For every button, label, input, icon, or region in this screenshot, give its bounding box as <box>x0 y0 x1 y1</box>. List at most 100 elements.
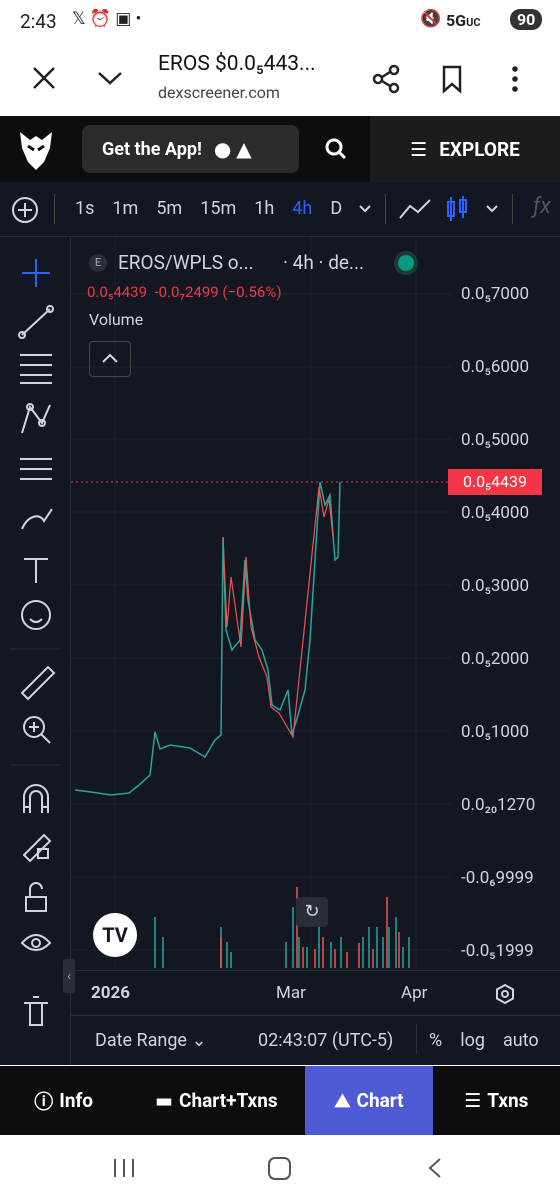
price-tick-label: 0.0₂₀1270 <box>461 795 536 815</box>
lock-tool[interactable] <box>25 882 47 912</box>
symbol[interactable]: EROS/WPLS o... <box>118 251 254 274</box>
time-axis: 2026 Mar Apr <box>71 970 560 1015</box>
price-tick-label: 0.0₅6000 <box>461 357 530 377</box>
share-button[interactable] <box>372 64 402 94</box>
network-sub: UC <box>466 16 481 29</box>
get-app-button[interactable]: Get the App! ● ▲ <box>82 125 299 173</box>
market-status <box>398 255 414 271</box>
line-style[interactable] <box>398 196 432 222</box>
interval-info: · 4h · de... <box>283 251 365 274</box>
crosshair-tool[interactable] <box>22 259 50 287</box>
pattern-tool[interactable] <box>21 403 51 434</box>
fib-tool[interactable] <box>20 354 52 384</box>
search-button[interactable] <box>325 138 347 160</box>
price-tick-label: 0.0₅5000 <box>461 430 530 450</box>
collapse-legend[interactable] <box>89 341 131 377</box>
text-tool[interactable] <box>24 558 48 583</box>
reset-button[interactable]: ↻ <box>296 897 328 927</box>
interval[interactable]: 5m <box>156 198 183 219</box>
visibility-tool[interactable] <box>20 934 52 951</box>
interval[interactable]: 1m <box>112 198 139 219</box>
ohlc: 0.0₅4439 -0.0₇2499 (−0.56%) <box>87 283 282 301</box>
chart-footer: Date Range ⌄ 02:43:07 (UTC-5) % log auto <box>71 1015 560 1066</box>
network-type: 5G <box>446 11 467 30</box>
volume-label: Volume <box>89 310 144 329</box>
hamburger: ☰ <box>410 137 428 161</box>
menu-button[interactable] <box>508 64 522 94</box>
home[interactable] <box>268 1157 291 1180</box>
tab[interactable]: ⓘ Info <box>0 1066 127 1135</box>
collapse-tools[interactable]: ‹ <box>63 959 75 993</box>
tab-bar: ⓘ Info ▬ Chart+Txns ⛰ Chart ☰ Txns <box>0 1066 560 1135</box>
scale-option[interactable]: % <box>429 1030 443 1051</box>
status-bar: 2:43 𝕏 ⏰ ▣ • 🔇 5GUC 90 <box>0 0 560 40</box>
interval[interactable]: 4h <box>292 198 313 219</box>
ruler-tool[interactable] <box>20 665 56 701</box>
time-tick-label: 2026 <box>91 983 131 1003</box>
price-wicks <box>222 486 334 739</box>
candle-style[interactable] <box>445 194 469 224</box>
interval[interactable]: 1s <box>75 198 95 219</box>
price-path <box>74 481 341 796</box>
recent-apps[interactable] <box>114 1159 134 1177</box>
tab-icon: ▬ <box>155 1089 174 1112</box>
price-tick-label: -0.0₅1999 <box>461 941 534 961</box>
price-tick-label: 0.0₅1000 <box>461 722 530 742</box>
clock: 2:43 <box>20 10 57 33</box>
price-tick-label: 0.0₅3000 <box>461 576 530 596</box>
network: 5GUC <box>446 11 481 30</box>
interval[interactable]: D <box>330 198 343 219</box>
tab[interactable]: ☰ Txns <box>433 1066 560 1135</box>
battery: 90 <box>510 9 543 30</box>
tab-icon: ⓘ <box>34 1090 54 1113</box>
tab[interactable]: ▬ Chart+Txns <box>127 1066 305 1135</box>
delete-tool[interactable] <box>24 996 48 1026</box>
prediction-tool[interactable] <box>20 458 52 480</box>
brush-tool[interactable] <box>21 508 53 530</box>
app-header: Get the App! ● ▲ ☰ EXPLORE <box>0 116 560 182</box>
magnet-tool[interactable] <box>23 784 49 813</box>
close-button[interactable] <box>30 64 58 92</box>
explore-label: EXPLORE <box>439 137 520 161</box>
tab-label: Chart+Txns <box>179 1089 278 1112</box>
scale-option[interactable]: auto <box>502 1030 539 1051</box>
interval-dropdown[interactable] <box>358 202 372 216</box>
back[interactable] <box>428 1158 441 1178</box>
last-price-label: 0.0₅4439 <box>448 469 542 495</box>
zoom-tool[interactable] <box>23 716 51 744</box>
bookmark-button[interactable] <box>440 64 464 94</box>
date-range[interactable]: Date Range ⌄ <box>95 1030 207 1051</box>
interval-list: 1s 1m 5m 15m 1h 4h D <box>75 198 360 219</box>
chart-panel: E EROS/WPLS o... · 4h · de... 0.0₅4439 -… <box>63 237 560 1066</box>
mute-icon: 🔇 <box>420 9 442 29</box>
price-tick-label: -0.0₆9999 <box>461 868 534 888</box>
grid <box>71 237 451 970</box>
page-title: EROS $0.0₅443... <box>158 52 316 76</box>
indicators-button[interactable]: ƒx <box>533 194 551 219</box>
tradingview-logo[interactable]: TV <box>93 913 137 957</box>
store-icons: ● ▲ <box>213 137 252 161</box>
lock-drawings[interactable] <box>22 833 52 863</box>
explore-button[interactable]: ☰ EXPLORE <box>370 116 560 182</box>
tab-label: Txns <box>487 1089 529 1112</box>
chart-toolbar: 1s 1m 5m 15m 1h 4h D ƒx <box>0 182 560 237</box>
settings-button[interactable] <box>494 983 516 1005</box>
price-tick-label: 0.0₅4000 <box>461 503 530 523</box>
tab-label: Info <box>59 1089 93 1112</box>
time-tick-label: Apr <box>401 983 428 1003</box>
date-range-label: Date Range <box>95 1030 187 1051</box>
style-dropdown[interactable] <box>485 202 499 216</box>
interval[interactable]: 15m <box>200 198 237 219</box>
price-tick-label: 0.0₅2000 <box>461 649 530 669</box>
interval[interactable]: 1h <box>254 198 275 219</box>
time-tick-label: Mar <box>276 983 306 1003</box>
trendline-tool[interactable] <box>18 305 54 339</box>
logo[interactable] <box>16 128 56 172</box>
scale-option[interactable]: log <box>460 1030 485 1051</box>
add-indicator[interactable] <box>11 196 39 224</box>
get-app-label: Get the App! <box>102 138 202 160</box>
expand-button[interactable] <box>96 68 124 88</box>
tab[interactable]: ⛰ Chart <box>305 1066 433 1135</box>
emoji-tool[interactable] <box>21 600 51 630</box>
